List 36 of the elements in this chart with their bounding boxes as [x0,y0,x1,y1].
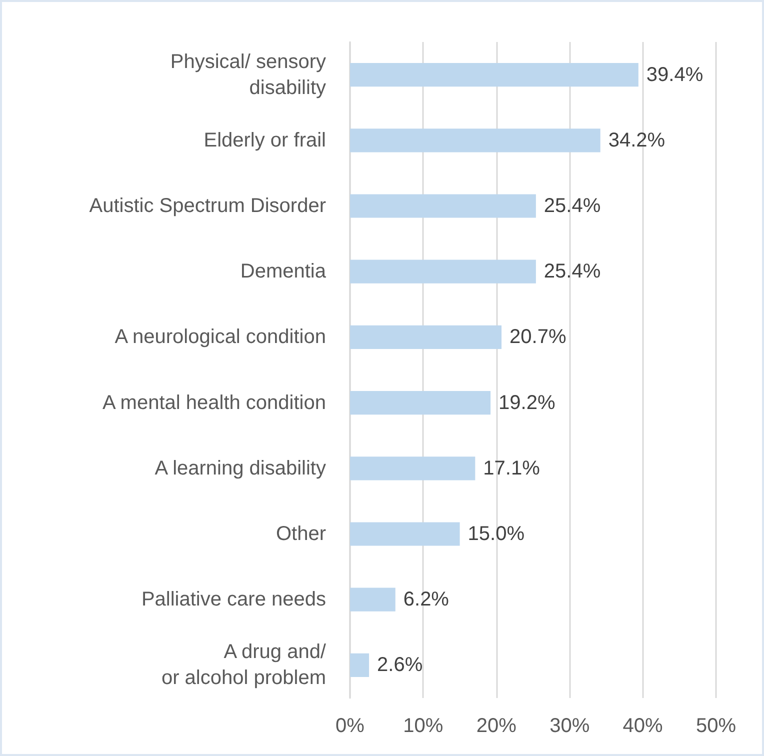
bar [350,456,476,480]
y-tick-label: Autistic Spectrum Disorder [89,195,326,217]
x-tick-label: 50% [696,715,736,737]
bar [350,194,536,218]
bar [350,653,370,678]
y-tick-label: Dementia [240,260,327,283]
bar [350,260,536,284]
y-tick-label: A neurological condition [114,326,326,348]
y-tick-label: Elderly or frail [204,129,326,152]
x-tick-label: 40% [622,715,664,737]
x-tick-label: 0% [336,715,365,737]
y-tick-label: Palliative care needs [141,588,326,611]
data-label: 25.4% [544,260,601,283]
x-tick-label: 20% [476,715,517,737]
data-label: 2.6% [377,654,423,676]
x-tick-label: 10% [403,715,444,737]
data-label: 17.1% [483,457,540,480]
bar [350,390,491,415]
data-label: 34.2% [608,129,666,152]
y-tick-label: A learning disability [154,457,326,480]
y-tick-label: Other [276,523,326,545]
bar [350,128,600,152]
bar [350,62,638,87]
data-label: 20.7% [510,326,566,348]
x-tick-label: 30% [550,715,590,737]
bar [350,325,502,350]
bar [350,522,460,546]
data-label: 39.4% [646,64,704,86]
y-tick-label: A mental health condition [102,392,326,414]
y-tick-label: A drug and/ or alcohol problem [161,641,326,690]
data-label: 15.0% [468,523,525,545]
data-label: 6.2% [403,588,450,611]
data-label: 19.2% [498,392,556,414]
y-tick-label: Physical/ sensory disability [170,50,326,99]
bar [350,588,396,612]
data-label: 25.4% [544,195,601,217]
